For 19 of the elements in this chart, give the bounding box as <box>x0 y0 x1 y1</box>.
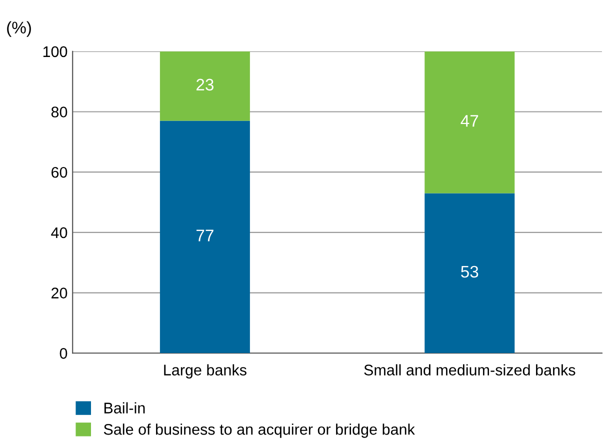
y-tick-label: 100 <box>43 46 68 58</box>
legend-label: Sale of business to an acquirer or bridge bank <box>104 424 415 438</box>
y-axis-title: (%) <box>7 21 31 37</box>
data-label: 77 <box>196 230 214 242</box>
x-tick-label: Large banks <box>164 364 246 378</box>
y-tick-label: 0 <box>60 348 68 359</box>
bar <box>160 51 250 121</box>
y-tick-label: 60 <box>52 166 68 178</box>
bar <box>424 51 515 194</box>
bar <box>424 193 515 354</box>
y-tick-label: 40 <box>51 227 68 238</box>
bar <box>160 120 250 354</box>
y-tick-label: 20 <box>52 288 68 298</box>
y-tick-label: 80 <box>51 106 68 118</box>
x-tick-label: Small and medium-sized banks <box>364 364 576 376</box>
legend-label: Bail-in <box>104 402 145 414</box>
data-label: 47 <box>460 115 478 127</box>
data-label: 23 <box>196 78 214 91</box>
data-label: 53 <box>461 266 478 278</box>
